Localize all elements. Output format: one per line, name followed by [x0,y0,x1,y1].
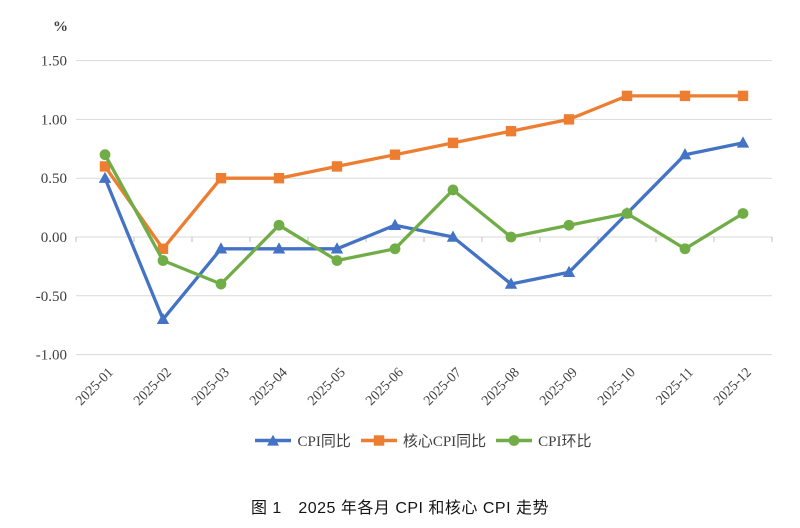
svg-text:2025-09: 2025-09 [537,365,581,409]
cpi-line-chart: 1.50 1.00 0.50 0.00 -0.50 -1.00 2025-01 2025-02… [36,54,773,409]
legend-item-core-cpi-yoy: 核心CPI同比 [360,430,486,451]
legend-label-cpi-mom: CPI环比 [538,434,592,450]
legend-triangle-line-icon [255,434,292,446]
svg-text:2025-10: 2025-10 [595,365,639,409]
legend-label-core-cpi-yoy: 核心CPI同比 [402,434,487,450]
svg-text:-1.00: -1.00 [36,348,67,364]
legend-square-line-icon [360,435,397,446]
svg-text:0.50: 0.50 [41,171,67,187]
series-CPI环比 [99,149,749,290]
gridlines-and-yticks: 1.50 1.00 0.50 0.00 -0.50 -1.00 [36,54,772,364]
svg-text:2025-01: 2025-01 [73,365,117,409]
svg-text:2025-12: 2025-12 [711,365,755,409]
legend-label-cpi-yoy: CPI同比 [297,434,351,450]
figure-caption: 图 1 2025 年各月 CPI 和核心 CPI 走势 [250,500,549,517]
y-axis-unit-label: % [53,19,68,35]
svg-text:2025-08: 2025-08 [479,365,523,409]
legend-item-cpi-yoy: CPI同比 [254,430,351,451]
series-核心CPI同比 [99,90,749,254]
svg-text:2025-07: 2025-07 [421,365,465,409]
chart-legend: CPI同比 核心CPI同比 CPI环比 [0,430,800,451]
svg-text:-0.50: -0.50 [36,289,67,305]
svg-text:0.00: 0.00 [41,230,67,246]
svg-text:2025-11: 2025-11 [654,365,697,408]
svg-text:2025-05: 2025-05 [305,365,349,409]
svg-text:2025-04: 2025-04 [247,365,291,409]
legend-circle-line-icon [496,435,533,446]
series-CPI同比 [98,136,750,325]
svg-text:2025-06: 2025-06 [363,365,407,409]
svg-text:2025-02: 2025-02 [131,365,175,409]
legend-item-cpi-mom: CPI环比 [495,430,592,451]
svg-text:1.50: 1.50 [41,54,67,70]
svg-text:2025-03: 2025-03 [189,365,233,409]
x-axis-labels: 2025-01 2025-02 2025-03 2025-04 2025-05 2025-… [73,365,755,409]
svg-text:1.00: 1.00 [41,112,67,128]
